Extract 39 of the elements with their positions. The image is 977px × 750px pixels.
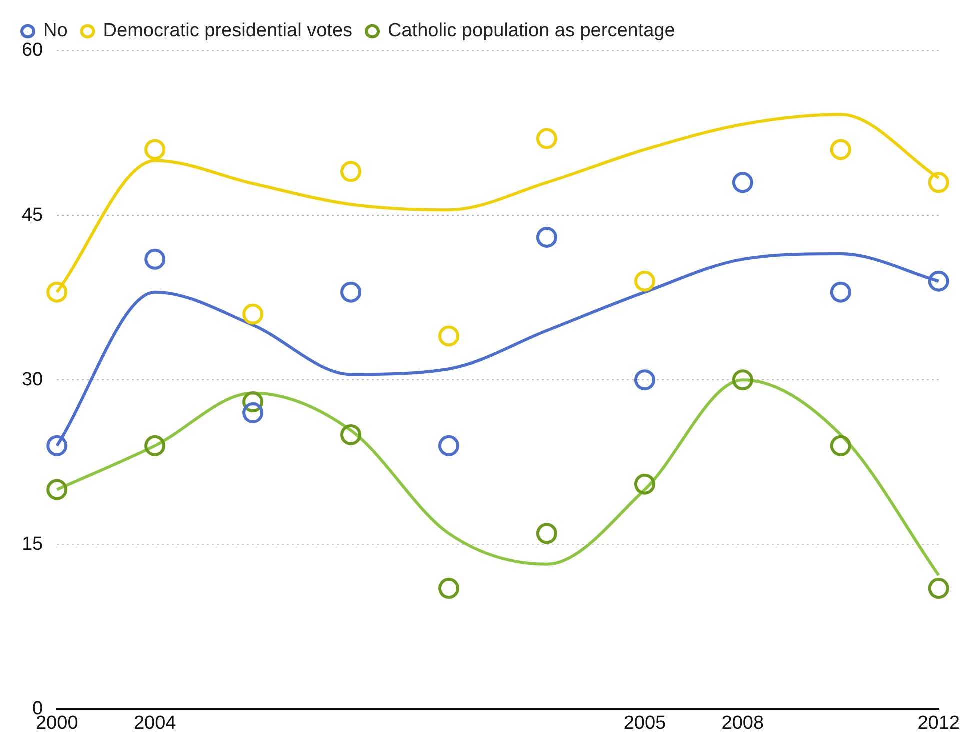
point: [438, 578, 460, 600]
point: [536, 128, 558, 150]
point: [340, 282, 362, 303]
point: [634, 270, 656, 292]
x-tick-label: 2012: [918, 712, 960, 734]
point: [340, 424, 362, 446]
legend-label: No: [44, 20, 68, 42]
x-tick-label: 2004: [134, 712, 177, 734]
point: [438, 435, 460, 456]
legend-label: Democratic presidential votes: [103, 20, 353, 42]
point: [830, 435, 852, 456]
point: [46, 479, 68, 500]
point: [830, 139, 852, 160]
point: [438, 326, 460, 347]
point: [536, 226, 558, 248]
y-tick-label: 15: [22, 534, 44, 555]
y-tick-label: 60: [22, 40, 44, 62]
point: [536, 523, 558, 544]
y-tick-label: 30: [22, 369, 44, 390]
x-tick-label: 2008: [722, 712, 764, 734]
point: [928, 172, 950, 194]
point: [144, 435, 166, 456]
point: [46, 282, 68, 303]
point: [732, 370, 754, 391]
point: [242, 304, 264, 325]
point: [144, 139, 166, 160]
y-tick-label: 45: [22, 204, 44, 226]
point: [830, 282, 852, 303]
point: [340, 161, 362, 182]
point: [732, 172, 754, 194]
legend-label: Catholic population as percentage: [388, 20, 676, 42]
x-tick-label: 2005: [624, 712, 666, 734]
point: [634, 370, 656, 391]
point: [242, 402, 264, 424]
point: [634, 474, 656, 495]
point: [928, 578, 950, 600]
point: [928, 270, 950, 292]
point: [144, 248, 166, 270]
point: [46, 435, 68, 456]
